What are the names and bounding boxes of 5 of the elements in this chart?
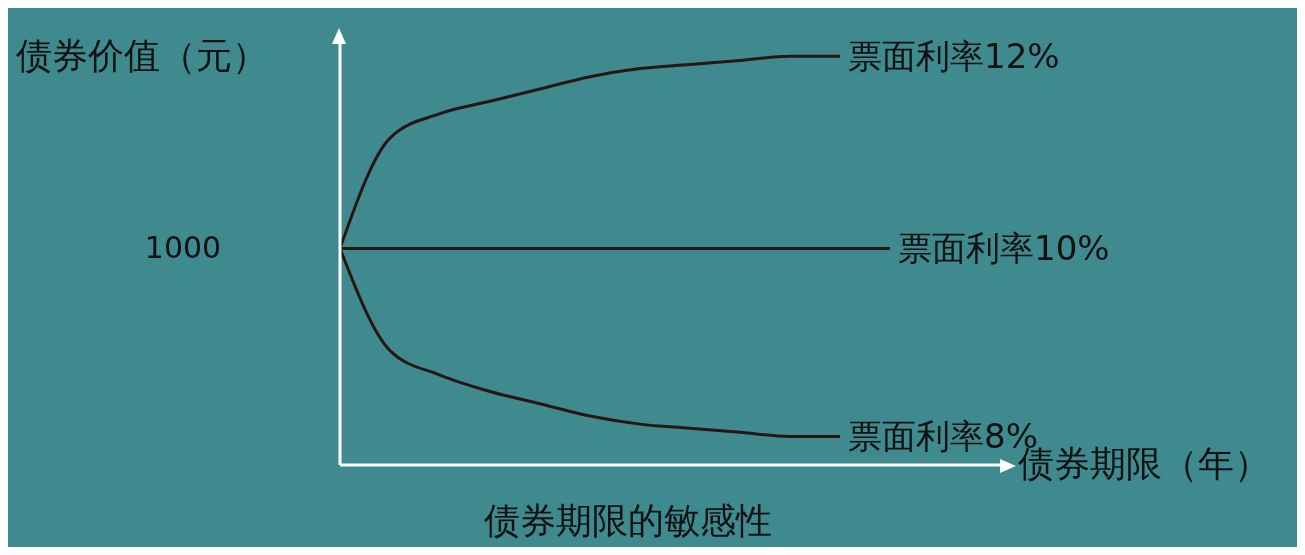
series-label: 票面利率10% bbox=[898, 228, 1110, 269]
series-label: 票面利率12% bbox=[848, 36, 1060, 77]
text: 债券期限的敏感性 bbox=[483, 499, 773, 543]
text: 1000 bbox=[143, 230, 223, 265]
y-axis-title: 债券价值（元） bbox=[16, 34, 268, 78]
